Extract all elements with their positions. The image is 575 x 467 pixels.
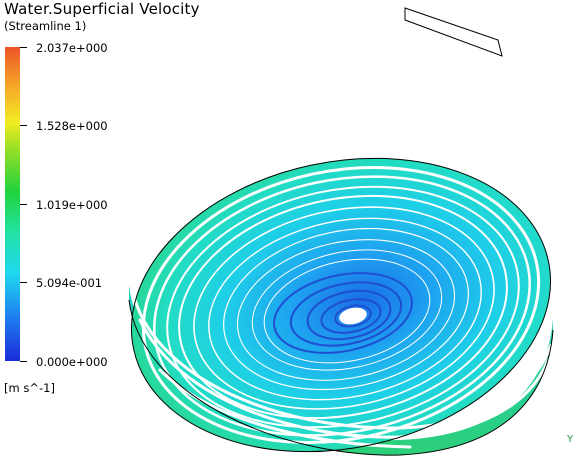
- legend-label-50: 1.019e+000: [36, 198, 108, 212]
- streamline-subtitle: (Streamline 1): [4, 19, 87, 33]
- disc-surface: [131, 158, 551, 452]
- vortex-core: [339, 307, 367, 325]
- axis-indicator-y: Y: [567, 434, 574, 445]
- legend-tick-25: [20, 282, 27, 283]
- legend-label-min: 0.000e+000: [36, 355, 108, 369]
- legend-units: [m s^-1]: [4, 381, 55, 395]
- variable-title: Water.Superficial Velocity: [4, 0, 200, 18]
- legend-label-25: 5.094e-001: [36, 276, 103, 290]
- color-legend-bar: [5, 47, 20, 361]
- legend-label-max: 2.037e+000: [36, 41, 108, 55]
- legend-tick-50: [20, 204, 27, 205]
- disc-bottom-edge: [128, 299, 554, 456]
- legend-label-75: 1.528e+000: [36, 119, 108, 133]
- ring-outline: [404, 7, 503, 57]
- legend-tick-min: [20, 361, 27, 362]
- inner-vortex: [273, 272, 413, 354]
- disc-outline: [131, 157, 551, 453]
- legend-tick-max: [20, 47, 27, 48]
- legend-tick-75: [20, 125, 27, 126]
